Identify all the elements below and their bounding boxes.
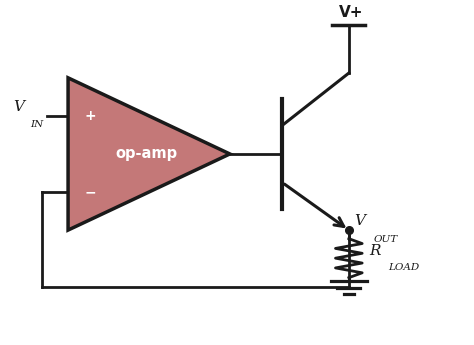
Text: V: V	[13, 99, 24, 114]
Text: +: +	[85, 109, 96, 123]
Text: OUT: OUT	[374, 235, 398, 244]
Polygon shape	[68, 78, 230, 230]
Text: IN: IN	[30, 120, 43, 129]
Text: V: V	[355, 214, 365, 228]
Text: op-amp: op-amp	[116, 147, 178, 161]
Text: −: −	[85, 185, 96, 199]
Text: V+: V+	[339, 5, 364, 20]
Text: R: R	[369, 244, 380, 258]
Text: LOAD: LOAD	[388, 263, 419, 272]
